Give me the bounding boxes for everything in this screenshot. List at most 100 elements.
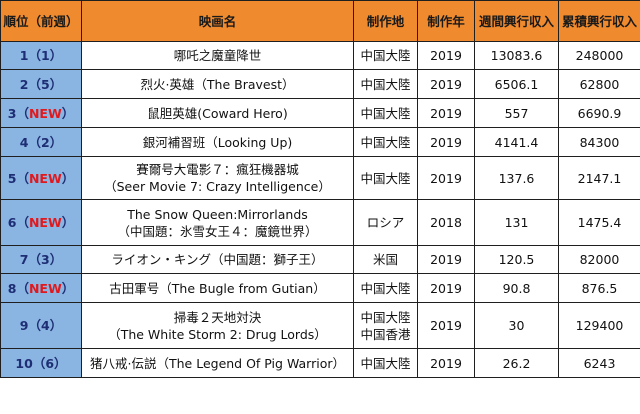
weekly-gross-cell: 6506.1 [474,69,559,99]
table-row: 3（NEW） 鼠胆英雄(Coward Hero) 中国大陸 2019 557 6690.9 [0,98,640,128]
movie-title-cell: 古田軍号（The Bugle from Gutian） [81,273,354,303]
year-cell: 2019 [417,69,475,99]
total-gross-cell: 248000 [558,41,640,70]
region-line: 中国大陸 [360,355,411,371]
movie-title-line: 掃毒２天地対決 [173,309,262,325]
movie-title-line: 哪吒之魔童降世 [173,48,262,63]
total-gross-cell: 6243 [558,348,640,378]
col-header-region: 制作地 [353,0,418,42]
weekly-gross-cell: 90.8 [474,273,559,303]
col-header-title: 映画名 [81,0,354,42]
rank-number: 10 [15,355,33,371]
region-cell: 中国大陸 [353,156,418,200]
previous-rank: 5 [41,76,50,92]
year-cell: 2019 [417,156,475,200]
weekly-gross-cell: 120.5 [474,245,559,274]
rank-cell: 3（NEW） [0,98,82,128]
movie-title-line: 猪八戒·伝説（The Legend Of Pig Warrior） [90,355,345,371]
movie-title-line: 古田軍号（The Bugle from Gutian） [109,280,326,296]
rank-cell: 4（2） [0,127,82,157]
weekly-gross-cell: 30 [474,302,559,349]
movie-title-line: （中国題：氷雪女王４：魔鏡世界） [117,223,318,239]
table-body: 1（1） 哪吒之魔童降世 中国大陸 2019 13083.6 248000 2（5） 烈火·英… [0,41,640,378]
year-cell: 2019 [417,348,475,378]
region-cell: 中国大陸 [353,273,418,303]
previous-rank: 4 [41,318,50,333]
region-cell: 中国大陸 中国香港 [353,302,418,349]
region-cell: 米国 [353,245,418,274]
year-cell: 2019 [417,302,475,349]
movie-title-line: 銀河補習班（Looking Up) [142,134,293,150]
total-gross-cell: 129400 [558,302,640,349]
table-row: 4（2） 銀河補習班（Looking Up) 中国大陸 2019 4141.4 84300 [0,127,640,157]
total-gross-cell: 2147.1 [558,156,640,200]
rank-cell: 6（NEW） [0,199,82,246]
year-cell: 2019 [417,98,475,128]
total-gross-cell: 84300 [558,127,640,157]
movie-title-cell: 賽爾号大電影７：瘋狂機器城 （Seer Movie 7: Crazy Intell… [81,156,354,200]
weekly-gross-cell: 4141.4 [474,127,559,157]
weekly-gross-cell: 13083.6 [474,41,559,70]
region-line: 中国大陸 [360,280,411,296]
year-cell: 2019 [417,245,475,274]
total-gross-cell: 6690.9 [558,98,640,128]
movie-title-line: （Seer Movie 7: Crazy Intelligence） [104,179,331,194]
header-row: 順位（前週） 映画名 制作地 制作年 週間興行収入 累積興行収入 [0,0,640,42]
movie-title-cell: 烈火·英雄（The Bravest） [81,69,354,99]
table-row: 5（NEW） 賽爾号大電影７：瘋狂機器城 （Seer Movie 7: Crazy … [0,156,640,200]
region-line: 中国大陸 [360,48,411,63]
movie-title-cell: ライオン・キング（中国題：獅子王） [81,245,354,274]
weekly-gross-cell: 131 [474,199,559,246]
rank-cell: 2（5） [0,69,82,99]
region-line: 中国大陸 [360,170,411,186]
rank-number: 1 [19,48,29,63]
movie-title-cell: 掃毒２天地対決 （The White Storm 2: Drug Lords） [81,302,354,349]
year-cell: 2019 [417,127,475,157]
rank-number: 3 [7,105,17,121]
previous-rank: 1 [41,48,50,63]
total-gross-cell: 82000 [558,245,640,274]
previous-rank: 2 [41,134,50,150]
year-cell: 2019 [417,273,475,303]
region-line: 中国大陸 [360,105,411,121]
previous-rank: NEW [28,170,62,186]
region-cell: 中国大陸 [353,127,418,157]
total-gross-cell: 876.5 [558,273,640,303]
weekly-gross-cell: 557 [474,98,559,128]
movie-title-line: 賽爾号大電影７：瘋狂機器城 [136,162,299,177]
weekly-gross-cell: 137.6 [474,156,559,200]
col-header-weekly: 週間興行収入 [474,0,559,42]
rank-cell: 7（3） [0,245,82,274]
rank-cell: 9（4） [0,302,82,349]
total-gross-cell: 62800 [558,69,640,99]
col-header-year: 制作年 [417,0,475,42]
region-cell: 中国大陸 [353,98,418,128]
table-row: 6（NEW） The Snow Queen:Mirrorlands （中国題：氷雪女… [0,199,640,246]
year-cell: 2019 [417,41,475,70]
rank-number: 8 [7,280,17,296]
region-line: 中国大陸 [360,134,411,150]
table-row: 2（5） 烈火·英雄（The Bravest） 中国大陸 2019 6506.1 6280… [0,69,640,99]
region-cell: ロシア [353,199,418,246]
rank-number: 4 [19,134,29,150]
region-line: ロシア [366,215,405,230]
movie-title-cell: 鼠胆英雄(Coward Hero) [81,98,354,128]
box-office-table: 順位（前週） 映画名 制作地 制作年 週間興行収入 累積興行収入 1（1） 哪吒之… [0,0,640,378]
movie-title-line: 鼠胆英雄(Coward Hero) [147,105,288,121]
previous-rank: NEW [28,105,62,121]
previous-rank: NEW [28,215,62,230]
rank-cell: 5（NEW） [0,156,82,200]
rank-cell: 8（NEW） [0,273,82,303]
col-header-rank: 順位（前週） [0,0,82,42]
table-row: 9（4） 掃毒２天地対決 （The White Storm 2: Drug Lord… [0,302,640,349]
year-cell: 2018 [417,199,475,246]
movie-title-cell: The Snow Queen:Mirrorlands （中国題：氷雪女王４：魔鏡世… [81,199,354,246]
movie-title-cell: 哪吒之魔童降世 [81,41,354,70]
previous-rank: NEW [28,280,62,296]
rank-cell: 1（1） [0,41,82,70]
movie-title-line: The Snow Queen:Mirrorlands [127,206,308,222]
movie-title-line: ライオン・キング（中国題：獅子王） [111,252,324,267]
table-row: 10（6） 猪八戒·伝説（The Legend Of Pig Warrior） 中国… [0,348,640,378]
previous-rank: 6 [45,355,55,371]
weekly-gross-cell: 26.2 [474,348,559,378]
